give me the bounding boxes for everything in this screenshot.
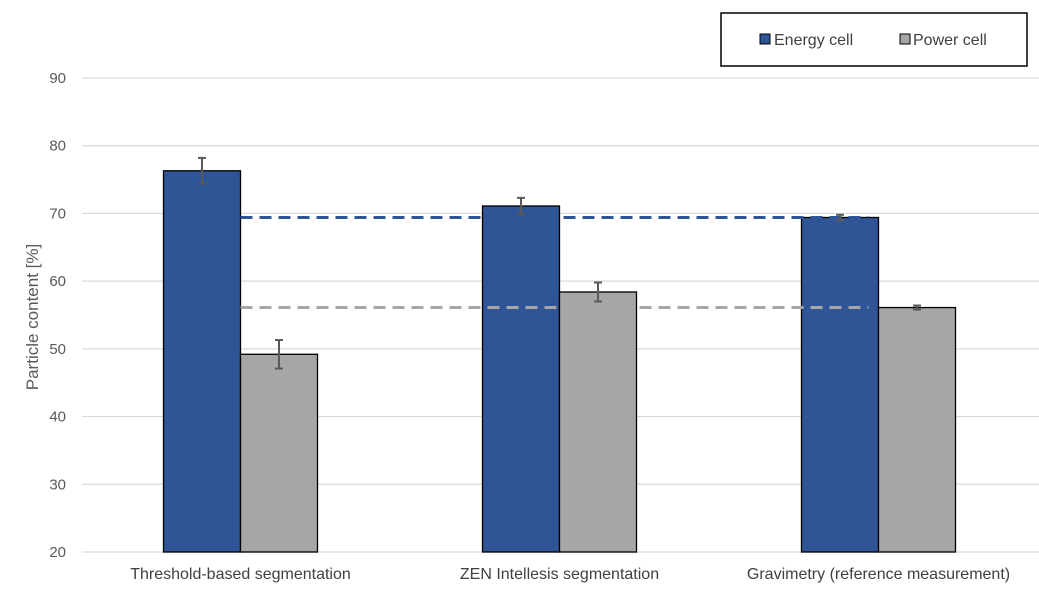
legend: Energy cell Power cell [720,12,1028,67]
y-tick-label: 70 [49,205,66,222]
legend-swatch-power-cell [899,33,911,45]
x-category-label: Threshold-based segmentation [130,566,351,583]
legend-box [720,12,1028,67]
y-tick-label: 40 [49,409,66,426]
legend-label-energy-cell: Energy cell [774,32,853,49]
x-axis-categories: Threshold-based segmentation ZEN Intelles… [130,566,1010,583]
x-category-label: ZEN Intellesis segmentation [460,566,659,583]
bar [162,170,242,553]
reference-lines [240,215,869,310]
bar [800,216,880,553]
y-tick-label: 80 [49,138,66,155]
y-tick-label: 60 [49,273,66,290]
y-axis-ticks: 20 30 40 50 60 70 80 90 [49,70,66,561]
bar [877,306,957,553]
legend-label-power-cell: Power cell [913,32,987,49]
y-axis-title: Particle content [%] [23,244,42,390]
bars [162,170,957,553]
error-bars [198,156,921,370]
y-tick-label: 50 [49,341,66,358]
y-tick-label: 30 [49,476,66,493]
bar [481,205,561,553]
y-tick-label: 90 [49,70,66,87]
bar [558,291,638,553]
y-tick-label: 20 [49,544,66,561]
x-category-label: Gravimetry (reference measurement) [747,566,1010,583]
bar [239,353,319,553]
legend-swatch-energy-cell [759,33,771,45]
